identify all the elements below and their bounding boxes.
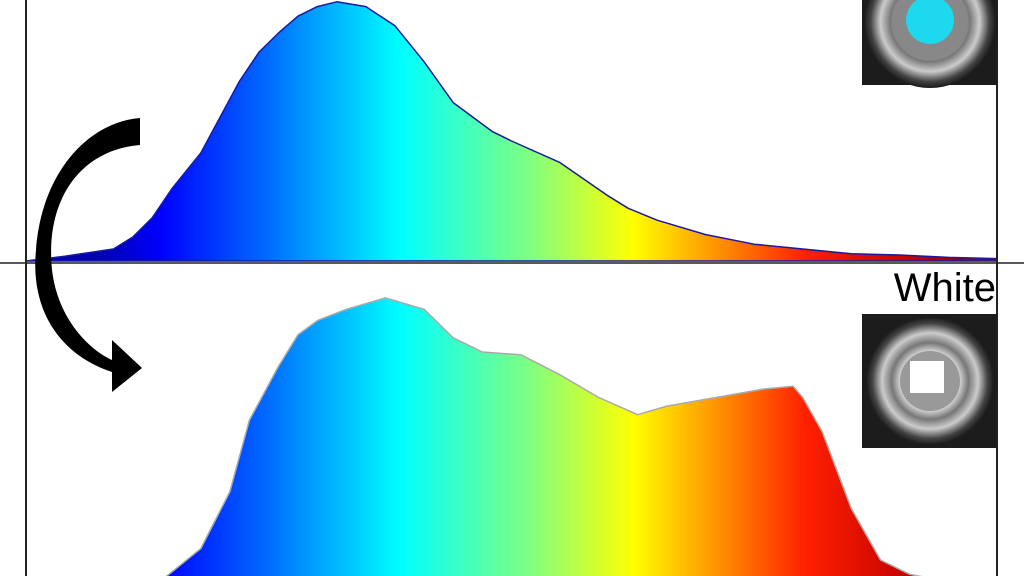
curved-arrow-icon [35,118,142,392]
spectra-areas [25,1,998,576]
blue-sample-photo [862,0,997,88]
spectrum-area-top [25,1,998,262]
spectrum-area-bottom [165,297,923,576]
white-label: White [893,266,996,310]
white-sample-photo [862,314,997,448]
